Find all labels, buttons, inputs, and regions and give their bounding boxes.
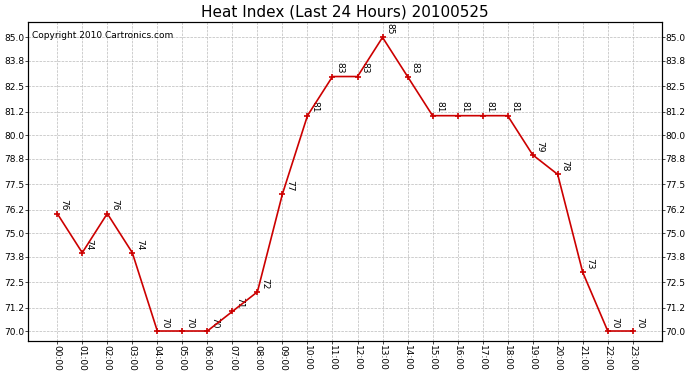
Text: 71: 71: [235, 297, 244, 309]
Text: 81: 81: [485, 101, 494, 113]
Text: 85: 85: [385, 23, 394, 34]
Text: 81: 81: [435, 101, 444, 113]
Text: 70: 70: [160, 317, 169, 328]
Text: 74: 74: [135, 238, 144, 250]
Text: 83: 83: [360, 62, 369, 74]
Text: Copyright 2010 Cartronics.com: Copyright 2010 Cartronics.com: [32, 31, 173, 40]
Text: 83: 83: [335, 62, 344, 74]
Text: 77: 77: [285, 180, 294, 191]
Text: 81: 81: [310, 101, 319, 113]
Text: 72: 72: [260, 278, 269, 289]
Text: 70: 70: [610, 317, 619, 328]
Text: 81: 81: [510, 101, 519, 113]
Text: 70: 70: [185, 317, 194, 328]
Title: Heat Index (Last 24 Hours) 20100525: Heat Index (Last 24 Hours) 20100525: [201, 4, 489, 19]
Text: 79: 79: [535, 141, 544, 152]
Text: 76: 76: [110, 199, 119, 211]
Text: 70: 70: [635, 317, 644, 328]
Text: 78: 78: [560, 160, 569, 172]
Text: 81: 81: [460, 101, 469, 113]
Text: 73: 73: [585, 258, 594, 270]
Text: 76: 76: [59, 199, 69, 211]
Text: 70: 70: [210, 317, 219, 328]
Text: 74: 74: [85, 238, 94, 250]
Text: 83: 83: [410, 62, 419, 74]
